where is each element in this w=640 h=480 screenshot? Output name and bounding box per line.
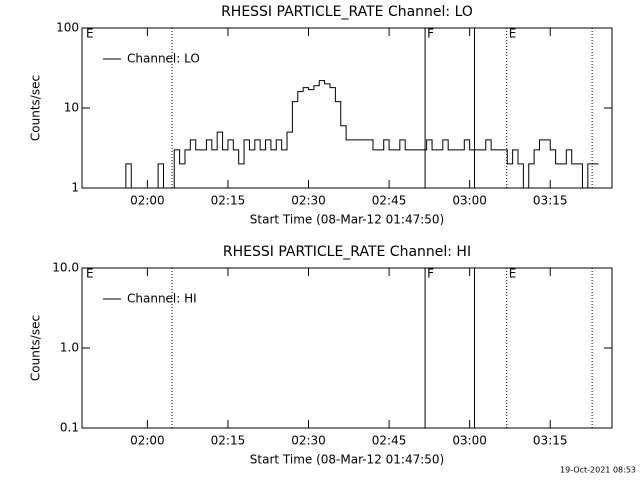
y-tick-label: 1 — [71, 181, 79, 195]
event-label: F — [427, 27, 434, 41]
y-tick-label: 10.0 — [52, 261, 79, 275]
event-label: F — [427, 267, 434, 281]
x-tick-label: 02:00 — [130, 194, 165, 208]
chart-title: RHESSI PARTICLE_RATE Channel: HI — [223, 244, 471, 260]
chart-title: RHESSI PARTICLE_RATE Channel: LO — [221, 4, 473, 20]
x-tick-label: 02:45 — [372, 194, 407, 208]
x-axis-label: Start Time (08-Mar-12 01:47:50) — [250, 453, 444, 467]
x-tick-label: 03:15 — [533, 434, 568, 448]
event-label: E — [509, 267, 517, 281]
x-tick-label: 02:30 — [291, 434, 326, 448]
x-tick-label: 03:15 — [533, 194, 568, 208]
x-axis-label: Start Time (08-Mar-12 01:47:50) — [250, 213, 444, 227]
x-tick-label: 03:00 — [452, 194, 487, 208]
event-label: E — [86, 267, 94, 281]
x-tick-label: 02:30 — [291, 194, 326, 208]
x-tick-label: 02:15 — [211, 434, 246, 448]
y-tick-label: 1.0 — [60, 341, 79, 355]
timestamp: 19-Oct-2021 08:53 — [560, 466, 636, 475]
x-tick-label: 02:45 — [372, 434, 407, 448]
event-label: E — [509, 27, 517, 41]
data-line — [82, 80, 599, 189]
y-axis-label: Counts/sec — [29, 75, 43, 141]
y-tick-label: 0.1 — [60, 421, 79, 435]
y-tick-label: 100 — [56, 21, 79, 35]
x-tick-label: 02:00 — [130, 434, 165, 448]
legend-label: Channel: HI — [127, 292, 197, 306]
x-tick-label: 02:15 — [211, 194, 246, 208]
event-label: E — [86, 27, 94, 41]
y-axis-label: Counts/sec — [29, 315, 43, 381]
y-tick-label: 10 — [64, 101, 79, 115]
x-tick-label: 03:00 — [452, 434, 487, 448]
legend-label: Channel: LO — [127, 52, 200, 66]
